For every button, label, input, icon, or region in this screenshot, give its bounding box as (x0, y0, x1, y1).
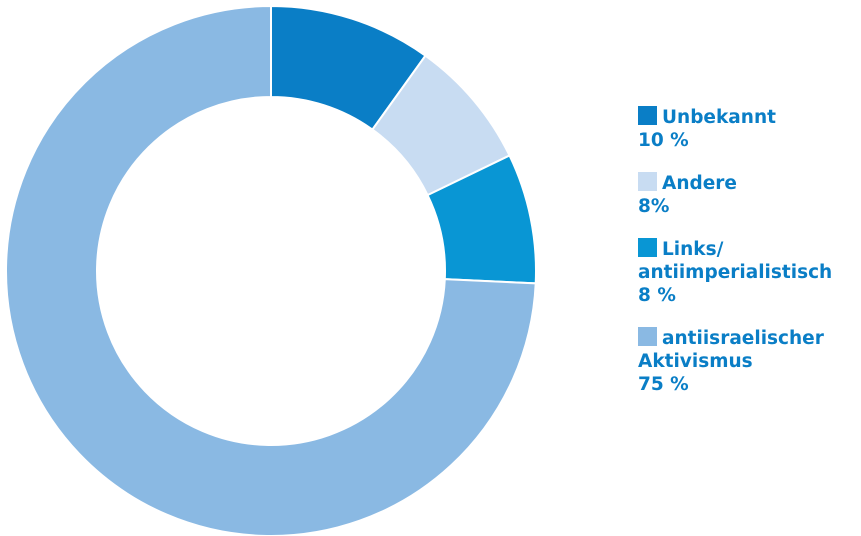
slice-antiisraelisch (5, 4, 537, 536)
legend-value: 8 % (638, 285, 676, 306)
legend-value: 75 % (638, 374, 689, 395)
legend-item-unbekannt: Unbekannt 10 % (638, 106, 858, 152)
legend-item-antiisraelisch: antiisraelischer Aktivismus 75 % (638, 327, 858, 396)
legend-label: Unbekannt (662, 107, 776, 128)
legend-swatch (638, 327, 657, 346)
legend-label: Links/ antiimperialistisch (638, 239, 833, 283)
legend: Unbekannt 10 % Andere 8% Links/ antiimpe… (638, 106, 858, 416)
legend-item-andere: Andere 8% (638, 172, 858, 218)
legend-value: 10 % (638, 130, 689, 151)
legend-swatch (638, 172, 657, 191)
legend-label: Andere (662, 173, 737, 194)
legend-swatch (638, 106, 657, 125)
legend-value: 8% (638, 196, 670, 217)
legend-item-links: Links/ antiimperialistisch 8 % (638, 238, 858, 307)
donut-svg (5, 4, 537, 536)
legend-swatch (638, 238, 657, 257)
legend-label: antiisraelischer Aktivismus (638, 328, 824, 372)
